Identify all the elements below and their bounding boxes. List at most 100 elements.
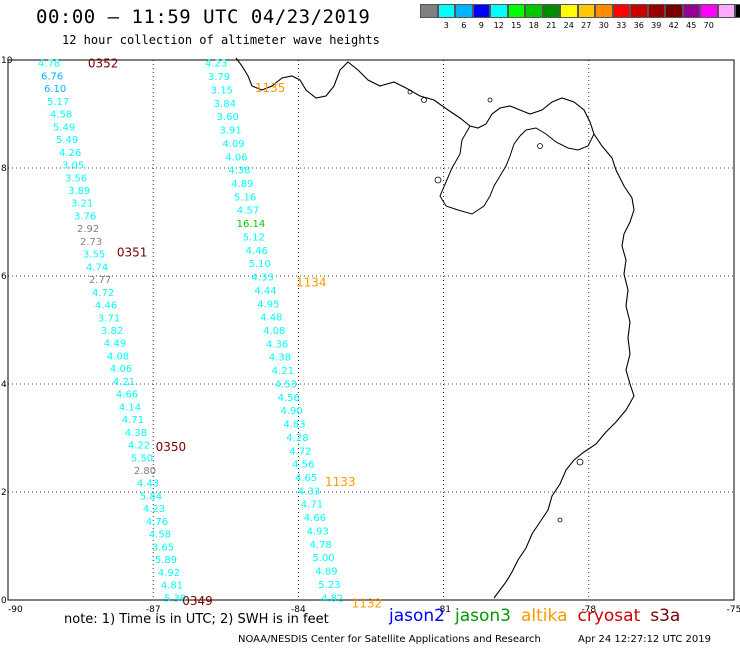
x-tick-label: -78	[581, 605, 596, 615]
wave-height-value: 4.66	[116, 390, 138, 401]
legend-swatch: 24	[560, 4, 578, 30]
wave-height-value: 3.60	[217, 112, 239, 123]
wave-height-value: 4.78	[310, 540, 332, 551]
x-tick-label: -90	[8, 605, 23, 615]
wave-height-value: 4.72	[289, 446, 311, 457]
legend-label: 42	[668, 21, 679, 30]
wave-height-value: 5.49	[53, 122, 75, 133]
satellite-name: s3a	[650, 606, 681, 626]
y-tick-label: 2	[1, 488, 7, 498]
wave-height-value: 3.15	[211, 85, 233, 96]
pass-time-label: 1132	[352, 597, 383, 611]
wave-height-value: 4.71	[301, 500, 323, 511]
wave-height-value: 4.46	[246, 246, 268, 257]
legend-label: 15	[511, 21, 522, 30]
x-tick-label: -75	[727, 605, 740, 615]
wave-height-value: 5.17	[47, 97, 69, 108]
wave-height-value: 3.65	[152, 542, 174, 553]
legend-label: 30	[598, 21, 609, 30]
wave-height-value: 3.82	[101, 326, 123, 337]
legend-swatch	[420, 4, 438, 30]
wave-height-value: 3.05	[62, 161, 84, 172]
pass-time-label: 0350	[156, 440, 187, 454]
wave-height-value: 4.43	[137, 479, 159, 490]
wave-height-value: 4.89	[231, 179, 253, 190]
wave-height-value: 4.93	[307, 526, 329, 537]
wave-height-value: 3.89	[68, 186, 90, 197]
wave-height-value: 4.90	[280, 406, 302, 417]
legend-label: 21	[546, 21, 557, 30]
satellite-name: jason2	[389, 606, 445, 626]
wave-height-value: 4.58	[149, 530, 171, 541]
wave-height-value: 4.76	[146, 517, 168, 528]
wave-height-value: 4.56	[278, 393, 300, 404]
y-tick-label: 0	[1, 596, 7, 606]
wave-height-value: 3.55	[83, 250, 105, 261]
legend-swatch: 27	[577, 4, 595, 30]
legend-swatch: 45	[682, 4, 700, 30]
pass-time-label: 1133	[325, 475, 356, 489]
wave-height-value: 4.89	[315, 567, 337, 578]
wave-height-value: 5.50	[131, 453, 153, 464]
legend-swatch: 42	[665, 4, 683, 30]
y-tick-label: 10	[1, 56, 13, 66]
page-title: 00:00 – 11:59 UTC 04/23/2019	[36, 6, 371, 28]
wave-height-value: 5.49	[56, 135, 78, 146]
wave-height-value: 5.12	[243, 232, 265, 243]
wave-height-value: 4.38	[228, 166, 250, 177]
wave-height-value: 4.33	[251, 273, 273, 284]
wave-height-value: 4.14	[119, 402, 141, 413]
legend-swatch: 15	[507, 4, 525, 30]
wave-height-value: 4.74	[86, 262, 108, 273]
wave-height-value: 4.38	[125, 428, 147, 439]
wave-height-value: 4.06	[225, 152, 247, 163]
generated-timestamp: Apr 24 12:27:12 UTC 2019	[578, 634, 711, 645]
page-subtitle: 12 hour collection of altimeter wave hei…	[62, 33, 380, 47]
wave-height-value: 4.08	[263, 326, 285, 337]
wave-height-value: 5.00	[312, 553, 334, 564]
wave-height-value: 4.57	[237, 206, 259, 217]
legend-label: 12	[493, 21, 504, 30]
wave-height-value: 4.82	[321, 593, 343, 604]
satellite-name: jason3	[455, 606, 511, 626]
x-tick-label: -87	[146, 605, 161, 615]
legend-label: 3	[443, 21, 449, 30]
wave-height-value: 4.65	[295, 473, 317, 484]
wave-height-value: 2.80	[134, 466, 156, 477]
wave-height-value: 3.79	[208, 72, 230, 83]
wave-height-value: 3.71	[98, 313, 120, 324]
coastline-gulf	[439, 125, 595, 215]
legend-label: 18	[528, 21, 539, 30]
wave-height-value: 4.66	[304, 513, 326, 524]
legend-swatch: 6	[455, 4, 473, 30]
pass-time-label: 1135	[255, 81, 286, 95]
wave-height-value: 4.23	[143, 504, 165, 515]
legend-label: 45	[686, 21, 697, 30]
legend-swatch: 12	[490, 4, 508, 30]
wave-height-value: 4.06	[110, 364, 132, 375]
wave-height-value: 4.95	[257, 299, 279, 310]
wave-height-value: 4.71	[122, 415, 144, 426]
legend-swatch: 21	[542, 4, 560, 30]
satellite-name: altika	[521, 606, 568, 626]
wave-height-value: 4.08	[107, 351, 129, 362]
wave-height-value: 2.77	[89, 275, 111, 286]
satellite-track-1: 4.786.766.105.174.585.495.494.263.053.56…	[38, 59, 186, 605]
wave-height-value: 16.14	[237, 219, 266, 230]
pass-time-label: 0349	[182, 594, 213, 608]
wave-height-value: 2.73	[80, 237, 102, 248]
legend-swatch: 18	[525, 4, 543, 30]
wave-height-value: 4.49	[104, 339, 126, 350]
legend-swatch: 33	[612, 4, 630, 30]
legend-swatch: 3	[437, 4, 455, 30]
wave-height-value: 4.56	[292, 460, 314, 471]
legend-label: 36	[633, 21, 644, 30]
wave-height-value: 4.92	[158, 568, 180, 579]
wave-height-value: 5.16	[234, 192, 256, 203]
pass-time-labels: 0352 0351 0350 0349 1135 1134 1133 1132	[88, 57, 382, 611]
wave-height-value: 2.92	[77, 224, 99, 235]
wave-height-value: 4.72	[92, 288, 114, 299]
wave-height-value: 4.46	[95, 301, 117, 312]
wave-height-value: 5.36	[164, 593, 186, 604]
